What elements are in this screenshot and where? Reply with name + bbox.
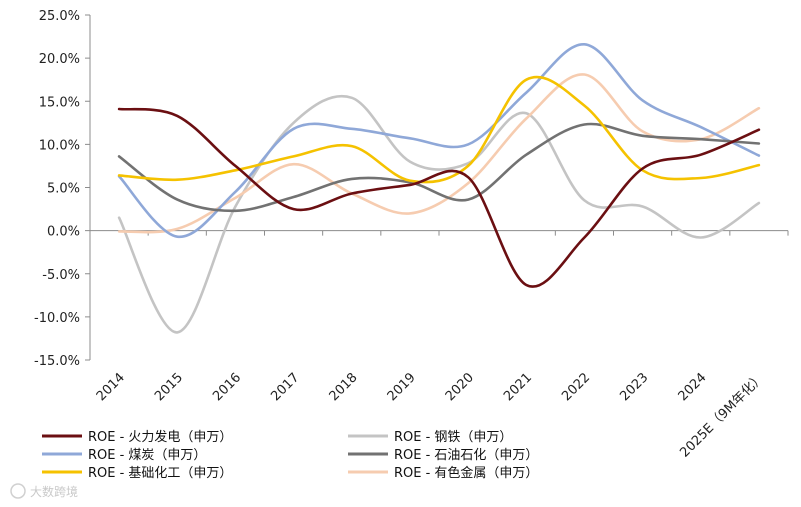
y-tick-label: 25.0% [39, 9, 80, 24]
legend-label: ROE - 石油石化（申万） [394, 448, 538, 463]
watermark: 大数跨境 [10, 483, 78, 499]
x-axis-ticks: 2014 2015 2016 2017 2018 2019 2020 2021 2022 2023… [89, 230, 789, 461]
y-tick-label: -5.0% [42, 268, 80, 283]
series-line-4 [117, 75, 761, 184]
y-tick-label: 10.0% [39, 138, 80, 153]
x-tick-label: 2016 [210, 370, 244, 404]
y-tick-label: 15.0% [39, 95, 80, 110]
x-tick-label: 2021 [501, 370, 535, 404]
legend-label: ROE - 有色金属（申万） [394, 465, 538, 481]
x-tick-label: 2018 [327, 370, 361, 404]
y-tick-label: -15.0% [34, 354, 80, 369]
y-tick-label: 20.0% [39, 52, 80, 67]
series-line-2 [117, 42, 761, 239]
series-line-3 [117, 122, 761, 213]
legend-label: ROE - 煤炭（申万） [88, 448, 206, 463]
series-line-1 [117, 94, 761, 334]
y-tick-label: 0.0% [47, 225, 80, 240]
watermark-logo-icon [10, 483, 26, 499]
x-tick-label: 2022 [559, 370, 593, 404]
legend: ROE - 火力发电（申万） ROE - 钢铁（申万） ROE - 煤炭（申万） RO… [42, 429, 538, 481]
legend-label: ROE - 基础化工（申万） [88, 466, 232, 481]
x-tick-label: 2020 [443, 370, 477, 404]
x-tick-label: 2014 [94, 370, 128, 404]
x-tick-label: 2017 [268, 370, 302, 404]
y-tick-label: -10.0% [34, 311, 80, 326]
watermark-text: 大数跨境 [30, 484, 78, 499]
series-line-0 [117, 107, 761, 288]
x-tick-label: 2024 [676, 370, 710, 404]
x-tick-label: 2019 [385, 370, 419, 404]
legend-label: ROE - 火力发电（申万） [88, 429, 232, 445]
series-lines [117, 42, 761, 334]
x-tick-label: 2015 [152, 370, 186, 404]
y-tick-label: 5.0% [47, 182, 80, 197]
y-axis-ticks: 25.0% 20.0% 15.0% 10.0% 5.0% 0.0% -5.0% -10.0% -… [34, 9, 90, 369]
series-line-5 [117, 73, 761, 234]
legend-label: ROE - 钢铁（申万） [394, 430, 512, 445]
x-tick-label: 2023 [617, 370, 651, 404]
